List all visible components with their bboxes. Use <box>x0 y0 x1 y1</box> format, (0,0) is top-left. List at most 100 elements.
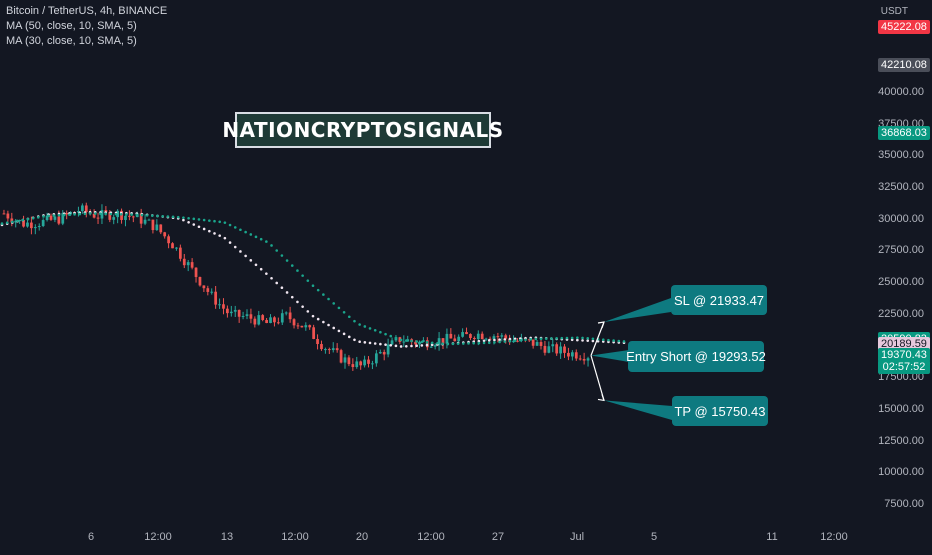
candle-body <box>241 315 245 317</box>
ma-30-point <box>104 212 107 216</box>
candle-body <box>171 243 174 249</box>
candle-body <box>476 333 480 340</box>
ma-50-point <box>337 329 341 333</box>
candle-body <box>57 216 61 224</box>
price-tick-label: 40000.00 <box>878 86 924 98</box>
price-tag: 45222.08 <box>878 19 930 34</box>
ma-30-point <box>88 212 92 215</box>
ma-50-point <box>342 332 346 336</box>
legend-symbol[interactable]: Bitcoin / TetherUS, 4h, BINANCE <box>6 5 168 17</box>
ma-30-point <box>607 338 610 342</box>
candle-body <box>312 327 316 339</box>
ma-30-point <box>529 338 532 341</box>
candle-body <box>480 333 484 340</box>
ma-30-point <box>140 213 144 217</box>
ma-50-point <box>576 338 579 342</box>
candle-body <box>453 338 457 342</box>
candle-body <box>382 351 386 355</box>
candle-body <box>551 344 555 347</box>
candle-body <box>570 352 574 357</box>
candle-body <box>26 222 29 227</box>
ma-50-point <box>368 341 372 345</box>
ma-30-point <box>171 215 175 219</box>
ma-50-point <box>420 344 424 347</box>
candle-body <box>449 333 453 339</box>
ma-30-point <box>430 341 434 345</box>
candle-body <box>359 361 363 366</box>
ma-30-point <box>306 279 310 282</box>
candle-body <box>516 340 519 342</box>
candle-body <box>390 340 394 345</box>
ma-50-point <box>254 263 258 267</box>
ma-30-point <box>617 339 621 343</box>
ma-50-point <box>415 344 418 347</box>
candle-body <box>2 213 6 215</box>
ma-30-point <box>384 332 387 336</box>
candle-body <box>226 308 229 314</box>
candle-body <box>296 325 300 327</box>
candle-body <box>167 236 170 244</box>
ma-50-point <box>389 343 393 347</box>
candle-body <box>229 311 233 314</box>
ma-30-point <box>94 212 97 215</box>
ma-50-point <box>493 338 496 342</box>
ma-30-point <box>405 339 408 342</box>
candle-body <box>539 342 543 346</box>
sl-arrow-head <box>597 321 605 329</box>
candle-body <box>30 222 33 229</box>
candle-body <box>320 344 323 350</box>
ma-50-point <box>249 259 253 262</box>
candle-body <box>465 332 468 335</box>
entry-short-callout[interactable]: Entry Short @ 19293.52 <box>626 341 766 372</box>
candle-body <box>324 349 327 351</box>
ma-50-point <box>187 221 190 224</box>
ma-30-point <box>482 341 486 345</box>
ma-50-point <box>306 310 310 313</box>
ma-50-point <box>223 236 227 240</box>
ma-50-point <box>301 305 304 308</box>
entry-callout-pointer <box>591 350 629 362</box>
candle-body <box>559 346 562 354</box>
candle-body <box>186 262 190 266</box>
legend-ma-30[interactable]: MA (30, close, 10, SMA, 5) <box>6 35 137 47</box>
candle-body <box>14 220 18 223</box>
candle-body <box>284 312 288 314</box>
candle-body <box>202 285 206 289</box>
candle-body <box>351 364 355 368</box>
tp-arrow-head <box>597 394 605 402</box>
candle-body <box>261 315 265 320</box>
price-tick-label: 30000.00 <box>878 212 924 225</box>
candle-body <box>128 215 131 217</box>
ma-50-point <box>508 337 512 341</box>
candle-body <box>10 218 14 223</box>
candle-body <box>547 346 551 353</box>
ma-30-point <box>42 215 45 218</box>
ma-30-point <box>26 217 30 221</box>
ma-50-point <box>482 339 486 343</box>
candle-body <box>214 291 218 305</box>
candle-body <box>578 358 582 360</box>
ma-30-point <box>270 244 273 247</box>
ma-50-point <box>399 345 403 348</box>
ma-30-point <box>337 306 341 310</box>
legend-ma-50[interactable]: MA (50, close, 10, SMA, 5) <box>6 20 137 32</box>
ma-30-point <box>83 212 87 216</box>
ma-30-point <box>285 259 289 262</box>
stop-loss-callout[interactable]: SL @ 21933.47 <box>671 285 767 315</box>
ma-30-point <box>239 228 242 232</box>
ma-30-point <box>161 214 164 218</box>
candle-body <box>178 247 182 259</box>
candle-body <box>355 361 359 368</box>
ma-30-point <box>233 226 237 229</box>
candle-body <box>457 336 461 342</box>
candle-body <box>363 359 366 366</box>
take-profit-callout[interactable]: TP @ 15750.43 <box>672 396 768 426</box>
ma-50-point <box>410 344 413 348</box>
ma-30-point <box>399 338 403 342</box>
ma-30-point <box>187 216 190 220</box>
candle-body <box>445 333 449 344</box>
candle-body <box>418 341 421 345</box>
ma-30-point <box>197 218 201 221</box>
